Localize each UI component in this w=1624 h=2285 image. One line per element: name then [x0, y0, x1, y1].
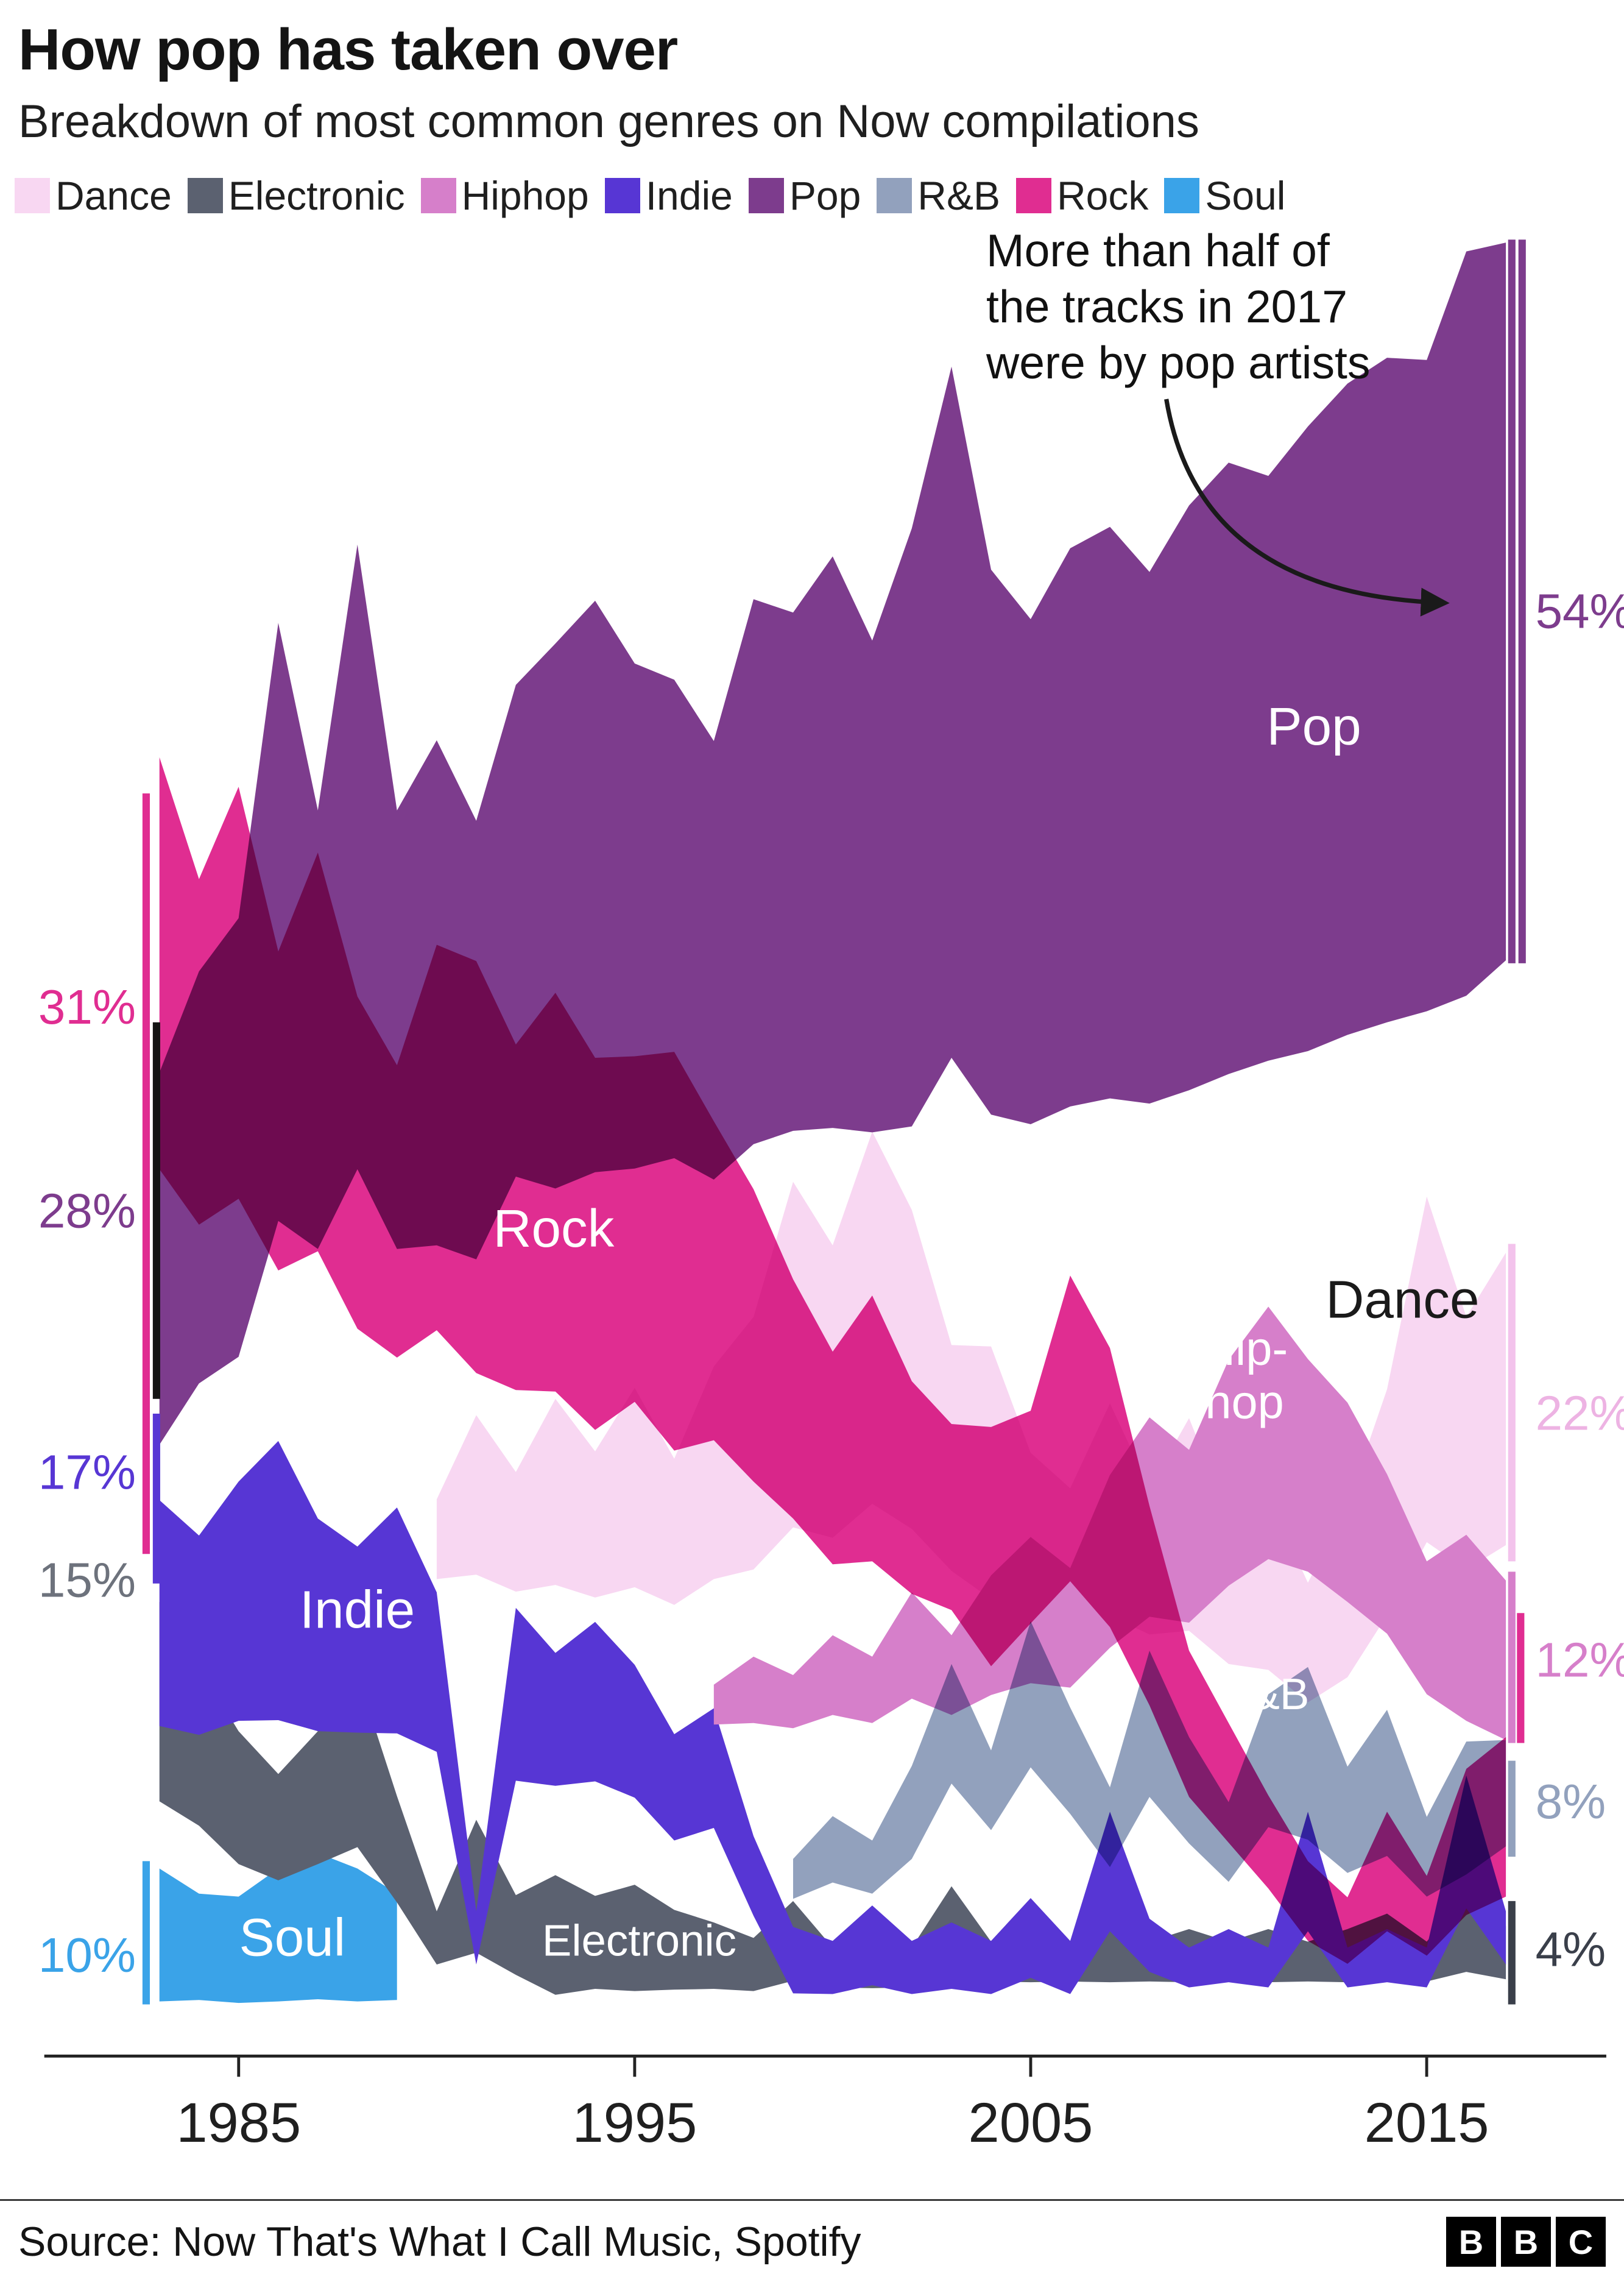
bbc-logo-letter: B	[1446, 2217, 1496, 2267]
annotation-line: were by pop artists	[986, 337, 1371, 388]
chart-header: How pop has taken over Breakdown of most…	[0, 0, 1624, 148]
genre-streamgraph: Pop Rock Dance Hip-hop Indie R&B Soul Electroni…	[38, 225, 1624, 2154]
value-label-31pct: 31%	[38, 980, 136, 1034]
value-label-28pct: 28%	[38, 1183, 136, 1238]
series-label-rb: R&B	[1218, 1669, 1309, 1718]
annotation-line: the tracks in 2017	[986, 281, 1347, 332]
legend-item-randb: R&B	[877, 172, 1000, 219]
legend-swatch-icon	[748, 177, 784, 213]
legend-label: Electronic	[228, 172, 405, 218]
area-rock	[159, 757, 1506, 1964]
source-text: Source: Now That's What I Call Music, Sp…	[18, 2219, 861, 2265]
annotation-arrow-icon	[1164, 399, 1450, 617]
legend-label: R&B	[917, 172, 1000, 218]
chart-areas	[159, 242, 1506, 2003]
series-label-hop: hop	[1205, 1376, 1283, 1428]
bbc-logo-letter: C	[1556, 2217, 1606, 2267]
area-soul	[159, 1852, 397, 2003]
legend-swatch-icon	[15, 177, 50, 213]
value-label-15pct: 15%	[38, 1553, 136, 1607]
legend-item-pop: Pop	[748, 172, 861, 219]
series-label-hip: Hip-	[1201, 1323, 1288, 1375]
chart-value-labels: 31% 28% 17% 15% 10% 54% 22% 12% 8% 4%	[38, 584, 1624, 1982]
chart-series-labels: Pop Rock Dance Hip-hop Indie R&B Soul Electroni…	[239, 697, 1480, 1967]
legend-swatch-icon	[604, 177, 640, 213]
annotation-line: More than half of	[986, 225, 1330, 276]
legend-item-rock: Rock	[1016, 172, 1148, 219]
page-subtitle: Breakdown of most common genres on Now c…	[18, 95, 1199, 147]
series-label-electronic: Electronic	[542, 1916, 736, 1965]
year-label-1985: 1985	[176, 2091, 301, 2154]
bbc-logo-letter: B	[1501, 2217, 1551, 2267]
legend-swatch-icon	[1016, 177, 1051, 213]
x-axis: 1985 1995 2005 2015	[44, 2054, 1606, 2154]
legend-swatch-icon	[1164, 177, 1200, 213]
year-label-1995: 1995	[572, 2091, 697, 2154]
legend-swatch-icon	[877, 177, 913, 213]
page-title: How pop has taken over	[18, 17, 678, 82]
area-electronic	[159, 1601, 1506, 1995]
legend-label: Indie	[645, 172, 733, 218]
value-label-54pct: 54%	[1536, 584, 1624, 638]
series-label-indie: Indie	[300, 1580, 415, 1639]
legend-label: Soul	[1205, 172, 1286, 218]
area-indie	[159, 1440, 1506, 1994]
value-label-12pct: 12%	[1536, 1632, 1624, 1687]
legend-label: Hiphop	[461, 172, 589, 218]
series-label-soul: Soul	[239, 1908, 346, 1967]
legend-item-dance: Dance	[15, 172, 172, 219]
legend-label: Rock	[1057, 172, 1149, 218]
legend-item-soul: Soul	[1164, 172, 1285, 219]
footer: Source: Now That's What I Call Music, Sp…	[0, 2199, 1624, 2285]
value-label-17pct: 17%	[38, 1445, 136, 1499]
legend-label: Dance	[55, 172, 172, 218]
chart-side-ticks	[142, 239, 1526, 2005]
value-label-8pct: 8%	[1536, 1774, 1606, 1829]
legend-label: Pop	[789, 172, 861, 218]
series-label-rock: Rock	[493, 1199, 614, 1258]
legend-item-electronic: Electronic	[187, 172, 405, 219]
legend-swatch-icon	[420, 177, 456, 213]
legend-item-hiphop: Hiphop	[420, 172, 589, 219]
series-label-dance: Dance	[1326, 1270, 1479, 1329]
year-label-2005: 2005	[969, 2091, 1093, 2154]
legend-item-indie: Indie	[604, 172, 733, 219]
legend: Dance Electronic Hiphop Indie Pop R&B Rock Soul	[0, 148, 1624, 225]
series-label-pop: Pop	[1266, 697, 1361, 756]
legend-swatch-icon	[187, 177, 223, 213]
year-label-2015: 2015	[1365, 2091, 1489, 2154]
value-label-10pct: 10%	[38, 1928, 136, 1982]
value-label-4pct: 4%	[1536, 1922, 1606, 1976]
value-label-22pct: 22%	[1536, 1386, 1624, 1440]
area-randb	[793, 1621, 1506, 1899]
